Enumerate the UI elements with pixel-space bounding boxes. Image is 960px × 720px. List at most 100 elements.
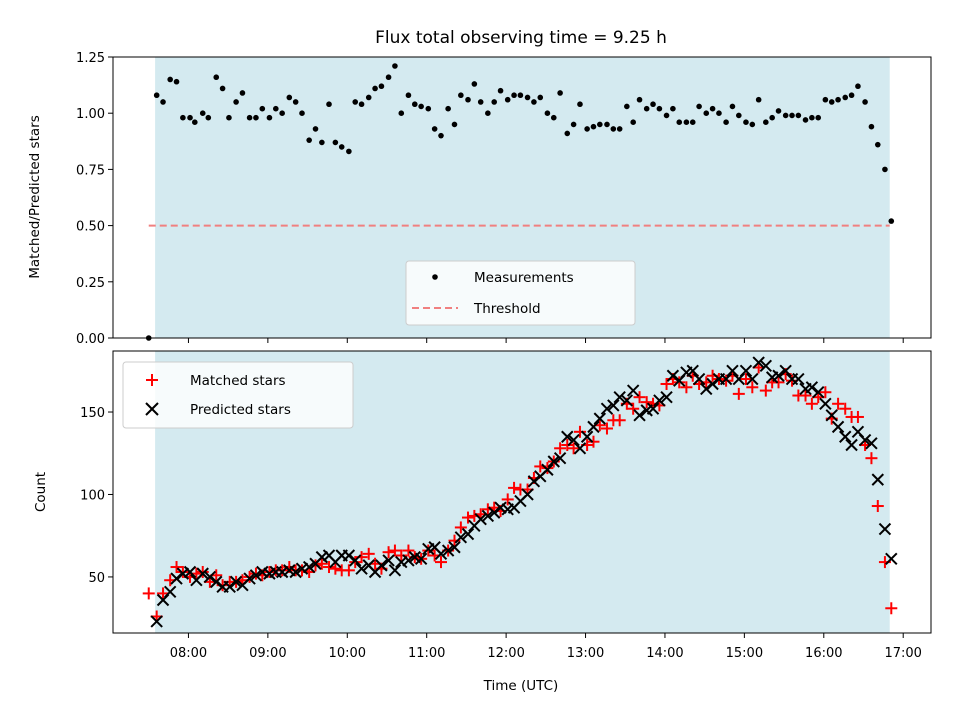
matched-star-point xyxy=(871,500,884,513)
matched-star-point xyxy=(839,402,852,415)
predicted-star-point xyxy=(547,455,560,468)
measurement-point xyxy=(755,96,762,103)
matched-star-point xyxy=(732,387,745,400)
predicted-star-point xyxy=(295,562,309,575)
measurement-point xyxy=(743,119,749,125)
count-x-tick-label: 12:00 xyxy=(487,646,524,661)
measurement-point xyxy=(279,110,285,116)
measurement-point xyxy=(445,105,451,112)
ratio-y-tick-label: 0.25 xyxy=(76,276,105,291)
count-x-tick-label: 08:00 xyxy=(170,646,207,661)
measurement-point xyxy=(630,119,636,125)
predicted-star-point xyxy=(626,384,640,397)
predicted-star-point xyxy=(349,554,362,567)
measurement-point xyxy=(544,110,551,116)
measurement-point xyxy=(882,166,888,173)
matched-star-point xyxy=(567,442,580,455)
measurement-point xyxy=(372,85,378,92)
predicted-star-point xyxy=(448,541,461,554)
measurement-point xyxy=(306,137,312,143)
measurement-point xyxy=(219,85,226,92)
count-x-tick-label: 16:00 xyxy=(805,646,842,661)
matched-star-point xyxy=(395,549,408,562)
predicted-star-point xyxy=(249,569,263,582)
count-series xyxy=(142,356,898,628)
matched-star-point xyxy=(501,493,514,506)
measurement-point xyxy=(597,121,603,128)
predicted-star-point xyxy=(573,442,587,455)
predicted-star-point xyxy=(871,473,884,486)
measurement-point xyxy=(650,101,656,108)
predicted-star-point xyxy=(779,364,792,377)
matched-star-point xyxy=(746,381,759,394)
predicted-star-point xyxy=(302,560,316,574)
ratio-y-tick-label: 0.50 xyxy=(76,220,105,235)
measurement-point xyxy=(497,87,504,94)
ratio-panel: 0.00 0.25 0.50 0.75 1.00 1.25 Matched/Predict… xyxy=(27,51,932,347)
count-x-tick-label: 14:00 xyxy=(646,646,683,661)
matched-star-point xyxy=(627,402,640,415)
measurement-point xyxy=(451,121,458,128)
measurement-point xyxy=(795,112,802,119)
count-legend: Matched stars Predicted stars xyxy=(122,361,354,429)
predicted-star-point xyxy=(653,394,666,407)
measurement-point xyxy=(557,90,563,96)
predicted-star-point xyxy=(580,430,594,443)
measurement-point xyxy=(160,99,166,105)
predicted-star-point xyxy=(474,513,487,526)
measurement-point xyxy=(570,121,577,128)
chart-title: Flux total observing time = 9.25 h xyxy=(375,28,667,48)
measurement-point xyxy=(689,119,696,125)
predicted-star-point xyxy=(845,438,858,452)
measurement-point xyxy=(769,114,775,121)
measurement-point xyxy=(378,83,385,90)
predicted-star-point xyxy=(541,463,554,476)
matched-star-point xyxy=(263,565,276,578)
predicted-star-point xyxy=(885,552,898,565)
measurement-point xyxy=(815,114,822,121)
legend-matched-label: Matched stars xyxy=(190,373,286,389)
measurement-series xyxy=(145,63,895,341)
measurement-point xyxy=(286,94,293,101)
matched-star-point xyxy=(315,557,328,570)
predicted-star-point xyxy=(726,364,739,377)
matched-star-point xyxy=(573,425,586,438)
predicted-star-point xyxy=(831,420,845,434)
measurement-point xyxy=(259,105,266,112)
count-y-tick-label: 150 xyxy=(80,406,105,421)
measurement-point xyxy=(192,119,198,125)
measurement-point xyxy=(775,108,782,114)
predicted-star-point xyxy=(229,575,243,589)
ratio-legend: Measurements Threshold xyxy=(405,260,636,326)
measurement-point xyxy=(299,110,305,116)
measurement-point xyxy=(385,74,392,81)
measurement-point xyxy=(319,139,325,146)
predicted-star-point xyxy=(600,402,614,415)
measurement-point xyxy=(358,101,365,108)
predicted-star-point xyxy=(395,555,408,569)
matched-star-point xyxy=(554,442,567,455)
measurement-point xyxy=(862,99,868,105)
count-panel: 50 100 150 08:00 09:00 10:00 11:00 12:00 13:00 14… xyxy=(33,350,932,694)
count-y-tick-label: 50 xyxy=(88,571,105,586)
predicted-star-point xyxy=(567,433,580,447)
predicted-star-point xyxy=(878,522,892,536)
count-y-axis-label: Count xyxy=(33,472,49,512)
count-x-tick-label: 09:00 xyxy=(249,646,286,661)
measurement-point xyxy=(153,92,160,99)
predicted-star-point xyxy=(289,565,302,579)
measurement-point xyxy=(577,101,583,108)
measurement-point xyxy=(346,148,352,155)
predicted-star-point xyxy=(746,372,759,386)
measurement-point xyxy=(411,101,418,108)
predicted-star-point xyxy=(692,372,706,386)
measurement-point xyxy=(180,114,186,121)
matched-star-point xyxy=(362,547,375,560)
measurement-point xyxy=(749,121,756,128)
ratio-y-tick-label: 0.75 xyxy=(76,163,105,178)
measurement-point xyxy=(199,110,206,116)
measurement-point xyxy=(266,114,273,121)
predicted-star-point xyxy=(752,356,765,369)
measurement-point xyxy=(365,94,372,101)
legend-matched-marker xyxy=(146,374,158,386)
